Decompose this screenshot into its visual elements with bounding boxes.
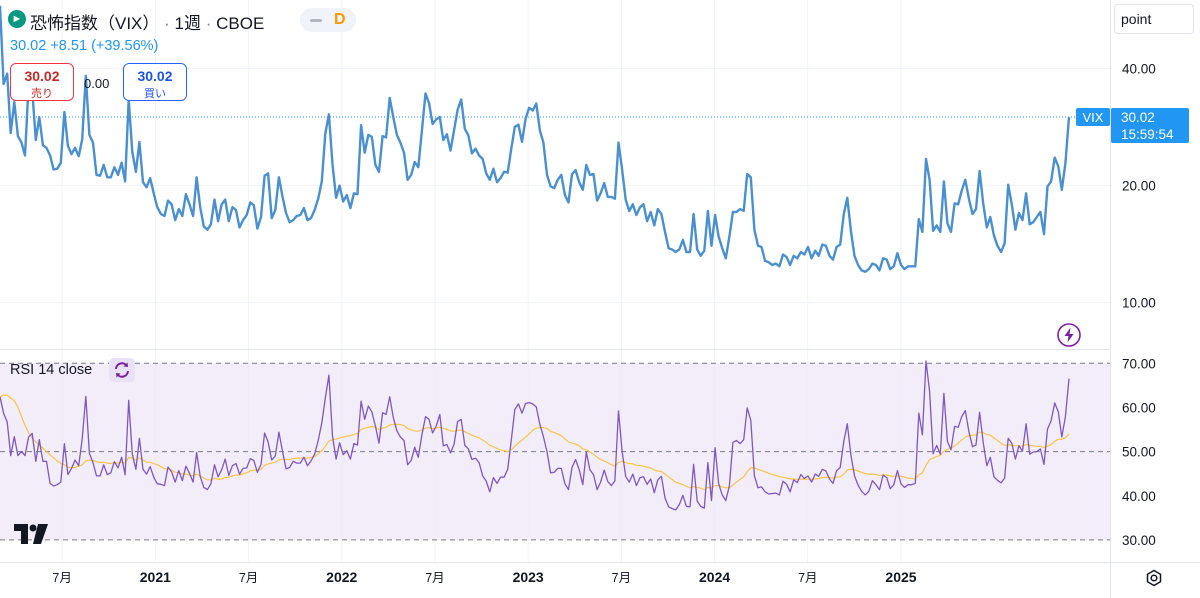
rsi-tick-label: 60.00: [1122, 400, 1156, 415]
rsi-tick-label: 50.00: [1122, 445, 1156, 460]
unit-selector[interactable]: point: [1114, 4, 1194, 34]
last-price-countdown: 15:59:54: [1121, 127, 1174, 142]
rsi-tick-label: 70.00: [1122, 356, 1156, 371]
refresh-icon[interactable]: [109, 358, 135, 382]
sell-price: 30.02: [24, 68, 60, 84]
quote-line: 30.02 +8.51 (+39.56%): [10, 38, 158, 54]
sell-label: 売り: [31, 88, 53, 100]
rsi-grid: [0, 362, 1110, 541]
rsi-series-line: [0, 360, 1070, 511]
rsi-tick-label: 30.00: [1122, 533, 1156, 548]
price-axis-labels: 10.00 20.00 40.00: [1122, 61, 1156, 310]
buy-label: 買い: [144, 88, 166, 100]
y-tick-label: 20.00: [1122, 179, 1156, 194]
settings-icon[interactable]: [1144, 568, 1164, 588]
symbol-name: 恐怖指数（VIX）: [30, 14, 160, 33]
minus-icon: [310, 19, 322, 22]
y-tick-label: 40.00: [1122, 61, 1156, 76]
vix-series-line: [0, 5, 1071, 273]
last-price-label: VIX 30.02 15:59:54: [1076, 107, 1189, 143]
exchange: CBOE: [216, 14, 265, 33]
x-tick-label: 2021: [140, 569, 171, 585]
last-price-name: VIX: [1083, 110, 1104, 125]
x-tick-label: 7月: [798, 571, 817, 585]
sell-button[interactable]: 30.02 売り: [10, 63, 74, 101]
symbol-title[interactable]: 恐怖指数（VIX） · 1週 · CBOE: [30, 14, 265, 33]
x-tick-label: 2023: [513, 569, 544, 585]
x-tick-label: 7月: [612, 571, 631, 585]
last-price-value: 30.02: [1121, 110, 1155, 125]
price-change: +8.51: [50, 38, 88, 54]
interval-toggle[interactable]: D: [300, 8, 356, 32]
time-axis-labels: 7月 2021 7月 2022 7月 2023 7月 2024 7月 2025: [52, 569, 916, 585]
buy-button[interactable]: 30.02 買い: [123, 63, 187, 101]
spread-value: 0.00: [84, 76, 110, 91]
x-tick-label: 2024: [699, 569, 730, 585]
x-tick-label: 7月: [425, 571, 444, 585]
last-price-name-bg: [1076, 107, 1110, 126]
x-tick-label: 7月: [239, 571, 258, 585]
price-change-pct: (+39.56%): [91, 38, 159, 54]
last-price: 30.02: [10, 38, 47, 54]
x-tick-label: 7月: [52, 571, 71, 585]
x-tick-label: 2022: [326, 569, 357, 585]
interval: 1週: [174, 14, 201, 33]
rsi-tick-label: 40.00: [1122, 489, 1156, 504]
tradingview-symbol-icon[interactable]: ►: [8, 10, 26, 28]
indicator-label[interactable]: RSI 14 close: [10, 362, 93, 378]
y-tick-label: 10.00: [1122, 296, 1156, 311]
last-price-value-bg: [1111, 107, 1189, 143]
rsi-axis-labels: 30.00 40.00 50.00 60.00 70.00: [1122, 356, 1156, 548]
tradingview-logo: [14, 524, 48, 544]
x-tick-label: 2025: [885, 569, 916, 585]
buy-price: 30.02: [137, 68, 173, 84]
lightning-icon[interactable]: [1056, 322, 1082, 348]
interval-code: D: [334, 11, 346, 28]
